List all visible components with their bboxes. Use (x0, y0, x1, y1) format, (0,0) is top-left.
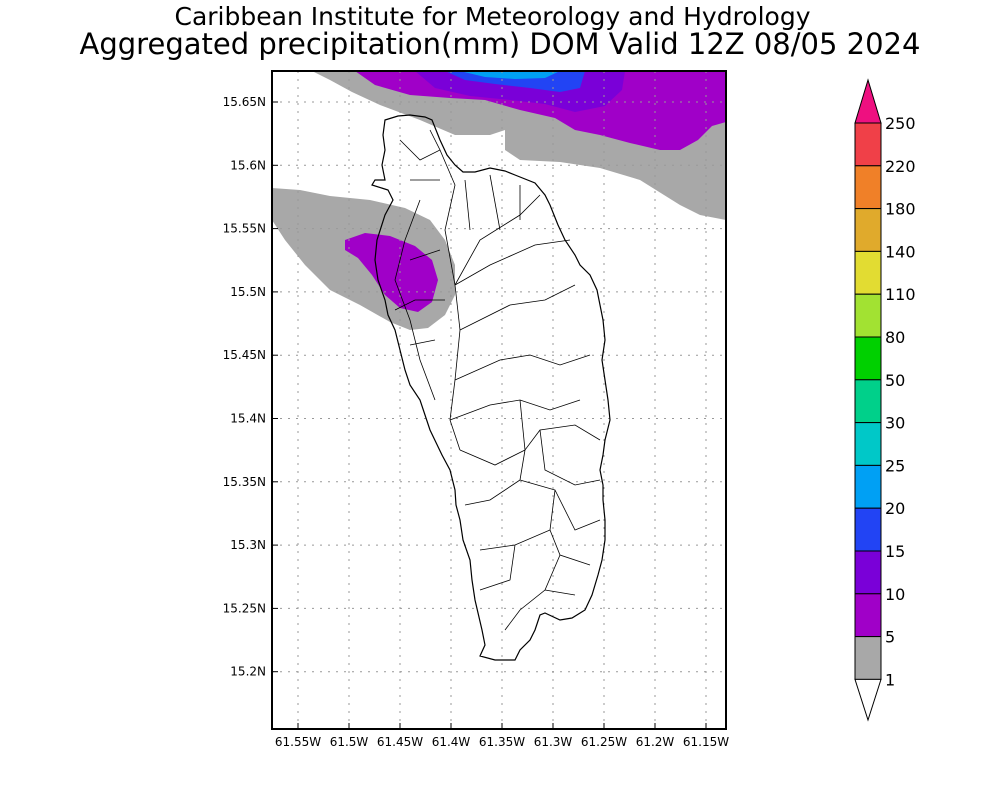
lat-tick-label: 15.45N (223, 348, 266, 362)
lon-tick-label: 61.55W (275, 735, 321, 749)
precip-area-20-25mm-north (460, 71, 560, 79)
colorbar-label: 110 (885, 285, 916, 304)
map-frame (271, 70, 727, 730)
colorbar-label: 10 (885, 585, 905, 604)
lon-tick-label: 61.4W (432, 735, 471, 749)
colorbar-label: 140 (885, 242, 916, 261)
colorbar-segment (854, 593, 882, 638)
graticule (272, 71, 726, 729)
longitude-axis: 61.55W 61.5W 61.45W 61.4W 61.35W 61.3W 61.25W 6… (275, 723, 729, 749)
colorbar-segment (854, 122, 882, 167)
colorbar-label: 15 (885, 542, 905, 561)
lon-tick-label: 61.45W (377, 735, 423, 749)
lat-tick-label: 15.6N (230, 158, 266, 172)
colorbar-under-arrow (854, 678, 882, 722)
colorbar-label: 20 (885, 499, 905, 518)
lat-tick-label: 15.2N (230, 665, 266, 679)
no-precip-corner (272, 71, 300, 188)
no-precip-area (272, 71, 726, 555)
lon-tick-label: 61.3W (534, 735, 573, 749)
colorbar-segment (854, 379, 882, 424)
colorbar-segment (854, 636, 882, 680)
colorbar-label: 50 (885, 371, 905, 390)
colorbar-segment (854, 293, 882, 338)
lat-tick-label: 15.55N (223, 222, 266, 236)
colorbar-label: 220 (885, 157, 916, 176)
colorbar-label: 1 (885, 670, 895, 689)
lon-tick-label: 61.15W (683, 735, 729, 749)
colorbar-segment (854, 208, 882, 252)
figure-subtitle: Aggregated precipitation(mm) DOM Valid 1… (79, 27, 921, 61)
colorbar-label: 25 (885, 456, 905, 475)
lat-tick-label: 15.65N (223, 95, 266, 109)
lat-tick-label: 15.35N (223, 475, 266, 489)
colorbar-segment (854, 250, 882, 295)
colorbar-segment (854, 507, 882, 552)
coastline (371, 114, 611, 661)
watershed-boundaries (394, 129, 601, 631)
colorbar-over-arrow (854, 78, 882, 124)
colorbar-legend: 250 220 180 140 110 80 50 30 25 20 15 10 5 1 (854, 78, 916, 722)
colorbar-segment (854, 336, 882, 381)
lon-tick-label: 61.25W (581, 735, 627, 749)
lon-tick-label: 61.2W (636, 735, 675, 749)
lon-tick-label: 61.35W (479, 735, 525, 749)
lat-tick-label: 15.25N (223, 601, 266, 615)
colorbar-label: 250 (885, 114, 916, 133)
lat-tick-label: 15.5N (230, 285, 266, 299)
colorbar-segment (854, 422, 882, 466)
lon-tick-label: 61.5W (330, 735, 369, 749)
precip-area-5-10mm-west (345, 233, 438, 312)
colorbar-label: 180 (885, 200, 916, 219)
lat-tick-label: 15.4N (230, 412, 266, 426)
figure-title: Caribbean Institute for Meteorology and … (174, 2, 811, 31)
precip-shading (272, 71, 726, 555)
colorbar-segment (854, 165, 882, 210)
latitude-axis: 15.65N 15.6N 15.55N 15.5N 15.45N 15.4N 15.35N 1… (223, 95, 278, 679)
colorbar-segment (854, 464, 882, 509)
lat-tick-label: 15.3N (230, 538, 266, 552)
precip-area-15-20mm-north (445, 71, 585, 92)
colorbar-label: 30 (885, 414, 905, 433)
colorbar-segment (854, 550, 882, 595)
colorbar-label: 80 (885, 328, 905, 347)
island-dominica (371, 114, 611, 661)
colorbar-label: 5 (885, 628, 895, 647)
